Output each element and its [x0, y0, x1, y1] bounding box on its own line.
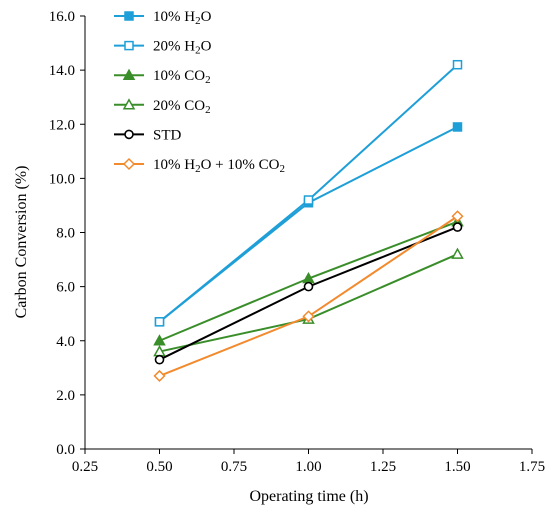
legend-label-part: 20% CO — [153, 98, 205, 114]
legend-label-subscript: 2 — [195, 15, 201, 27]
data-point — [452, 222, 463, 232]
legend-entry: 20% CO2 — [114, 98, 211, 116]
data-point — [154, 317, 165, 327]
x-tick-label: 1.25 — [370, 459, 396, 475]
series-0 — [154, 122, 463, 327]
x-axis-title: Operating time (h) — [249, 488, 368, 505]
series-5 — [153, 210, 464, 382]
y-ticks: 0.0 2.0 4.0 6.0 8.0 10.0 12.0 14.0 16.0 — [49, 9, 85, 458]
y-tick-label: 8.0 — [56, 226, 75, 242]
legend-label-part: O + 10% CO — [201, 157, 280, 173]
y-tick-label: 16.0 — [49, 9, 75, 25]
y-tick-label: 14.0 — [49, 63, 75, 79]
series-1 — [154, 59, 463, 327]
legend-marker — [122, 157, 136, 171]
legend-label: 10% H2O + 10% CO2 — [153, 157, 285, 175]
legend-label: 10% CO2 — [153, 68, 211, 86]
data-point — [153, 369, 166, 382]
legend-marker — [124, 11, 134, 21]
data-point — [451, 210, 464, 223]
legend-label: 20% CO2 — [153, 98, 211, 116]
legend-entry: 20% H2O — [114, 39, 212, 57]
legend-label-part: 10% H — [153, 157, 195, 173]
legend-label-subscript: 2 — [195, 163, 201, 175]
axes: 0.25 0.50 0.75 1.00 1.25 1.50 1.75 0.0 2.0 4.0 6.… — [49, 9, 545, 475]
legend-label-part: O — [201, 39, 212, 55]
legend-label-subscript: 2 — [205, 104, 211, 116]
legend-label-subscript: 2 — [205, 74, 211, 86]
x-tick-label: 0.75 — [221, 459, 247, 475]
legend-label: STD — [153, 127, 182, 143]
legend-entry: 10% CO2 — [114, 68, 211, 86]
legend-label-part: O — [201, 9, 212, 25]
data-point — [452, 59, 463, 70]
data-point — [303, 195, 314, 205]
legend-marker — [122, 68, 136, 80]
x-ticks: 0.25 0.50 0.75 1.00 1.25 1.50 1.75 — [72, 449, 545, 475]
plot-series — [153, 59, 464, 382]
legend-label-subscript: 2 — [195, 45, 201, 57]
legend-entry: STD — [114, 127, 182, 143]
data-point — [302, 310, 315, 323]
x-tick-label: 0.25 — [72, 459, 98, 475]
legend-label-subscript: 2 — [279, 163, 285, 175]
y-axis-title: Carbon Conversion (%) — [13, 166, 30, 319]
legend-marker — [122, 98, 136, 110]
y-tick-label: 6.0 — [56, 280, 75, 296]
legend-entry: 10% H2O + 10% CO2 — [114, 157, 285, 175]
legend-marker — [124, 129, 134, 140]
series-4 — [154, 222, 463, 365]
legend-label: 10% H2O — [153, 9, 212, 27]
data-point — [153, 334, 166, 346]
data-point — [451, 247, 464, 259]
data-point — [154, 354, 165, 365]
legend-entry: 10% H2O — [114, 9, 212, 27]
legend-marker — [124, 40, 134, 51]
legend-label-part: STD — [153, 127, 182, 143]
data-point — [303, 281, 314, 292]
legend-label-part: 10% H — [153, 9, 195, 25]
x-tick-label: 0.50 — [146, 459, 172, 475]
y-tick-label: 0.0 — [56, 442, 75, 458]
x-tick-label: 1.50 — [444, 459, 470, 475]
series-line — [159, 215, 459, 377]
legend-label: 20% H2O — [153, 39, 212, 57]
y-tick-label: 12.0 — [49, 117, 75, 133]
y-tick-label: 2.0 — [56, 388, 75, 404]
y-tick-label: 4.0 — [56, 334, 75, 350]
x-tick-label: 1.00 — [295, 459, 321, 475]
legend-label-part: 20% H — [153, 39, 195, 55]
x-tick-label: 1.75 — [519, 459, 545, 475]
legend-label-part: 10% CO — [153, 68, 205, 84]
y-tick-label: 10.0 — [49, 171, 75, 187]
series-2 — [153, 215, 464, 346]
data-point — [452, 122, 463, 132]
